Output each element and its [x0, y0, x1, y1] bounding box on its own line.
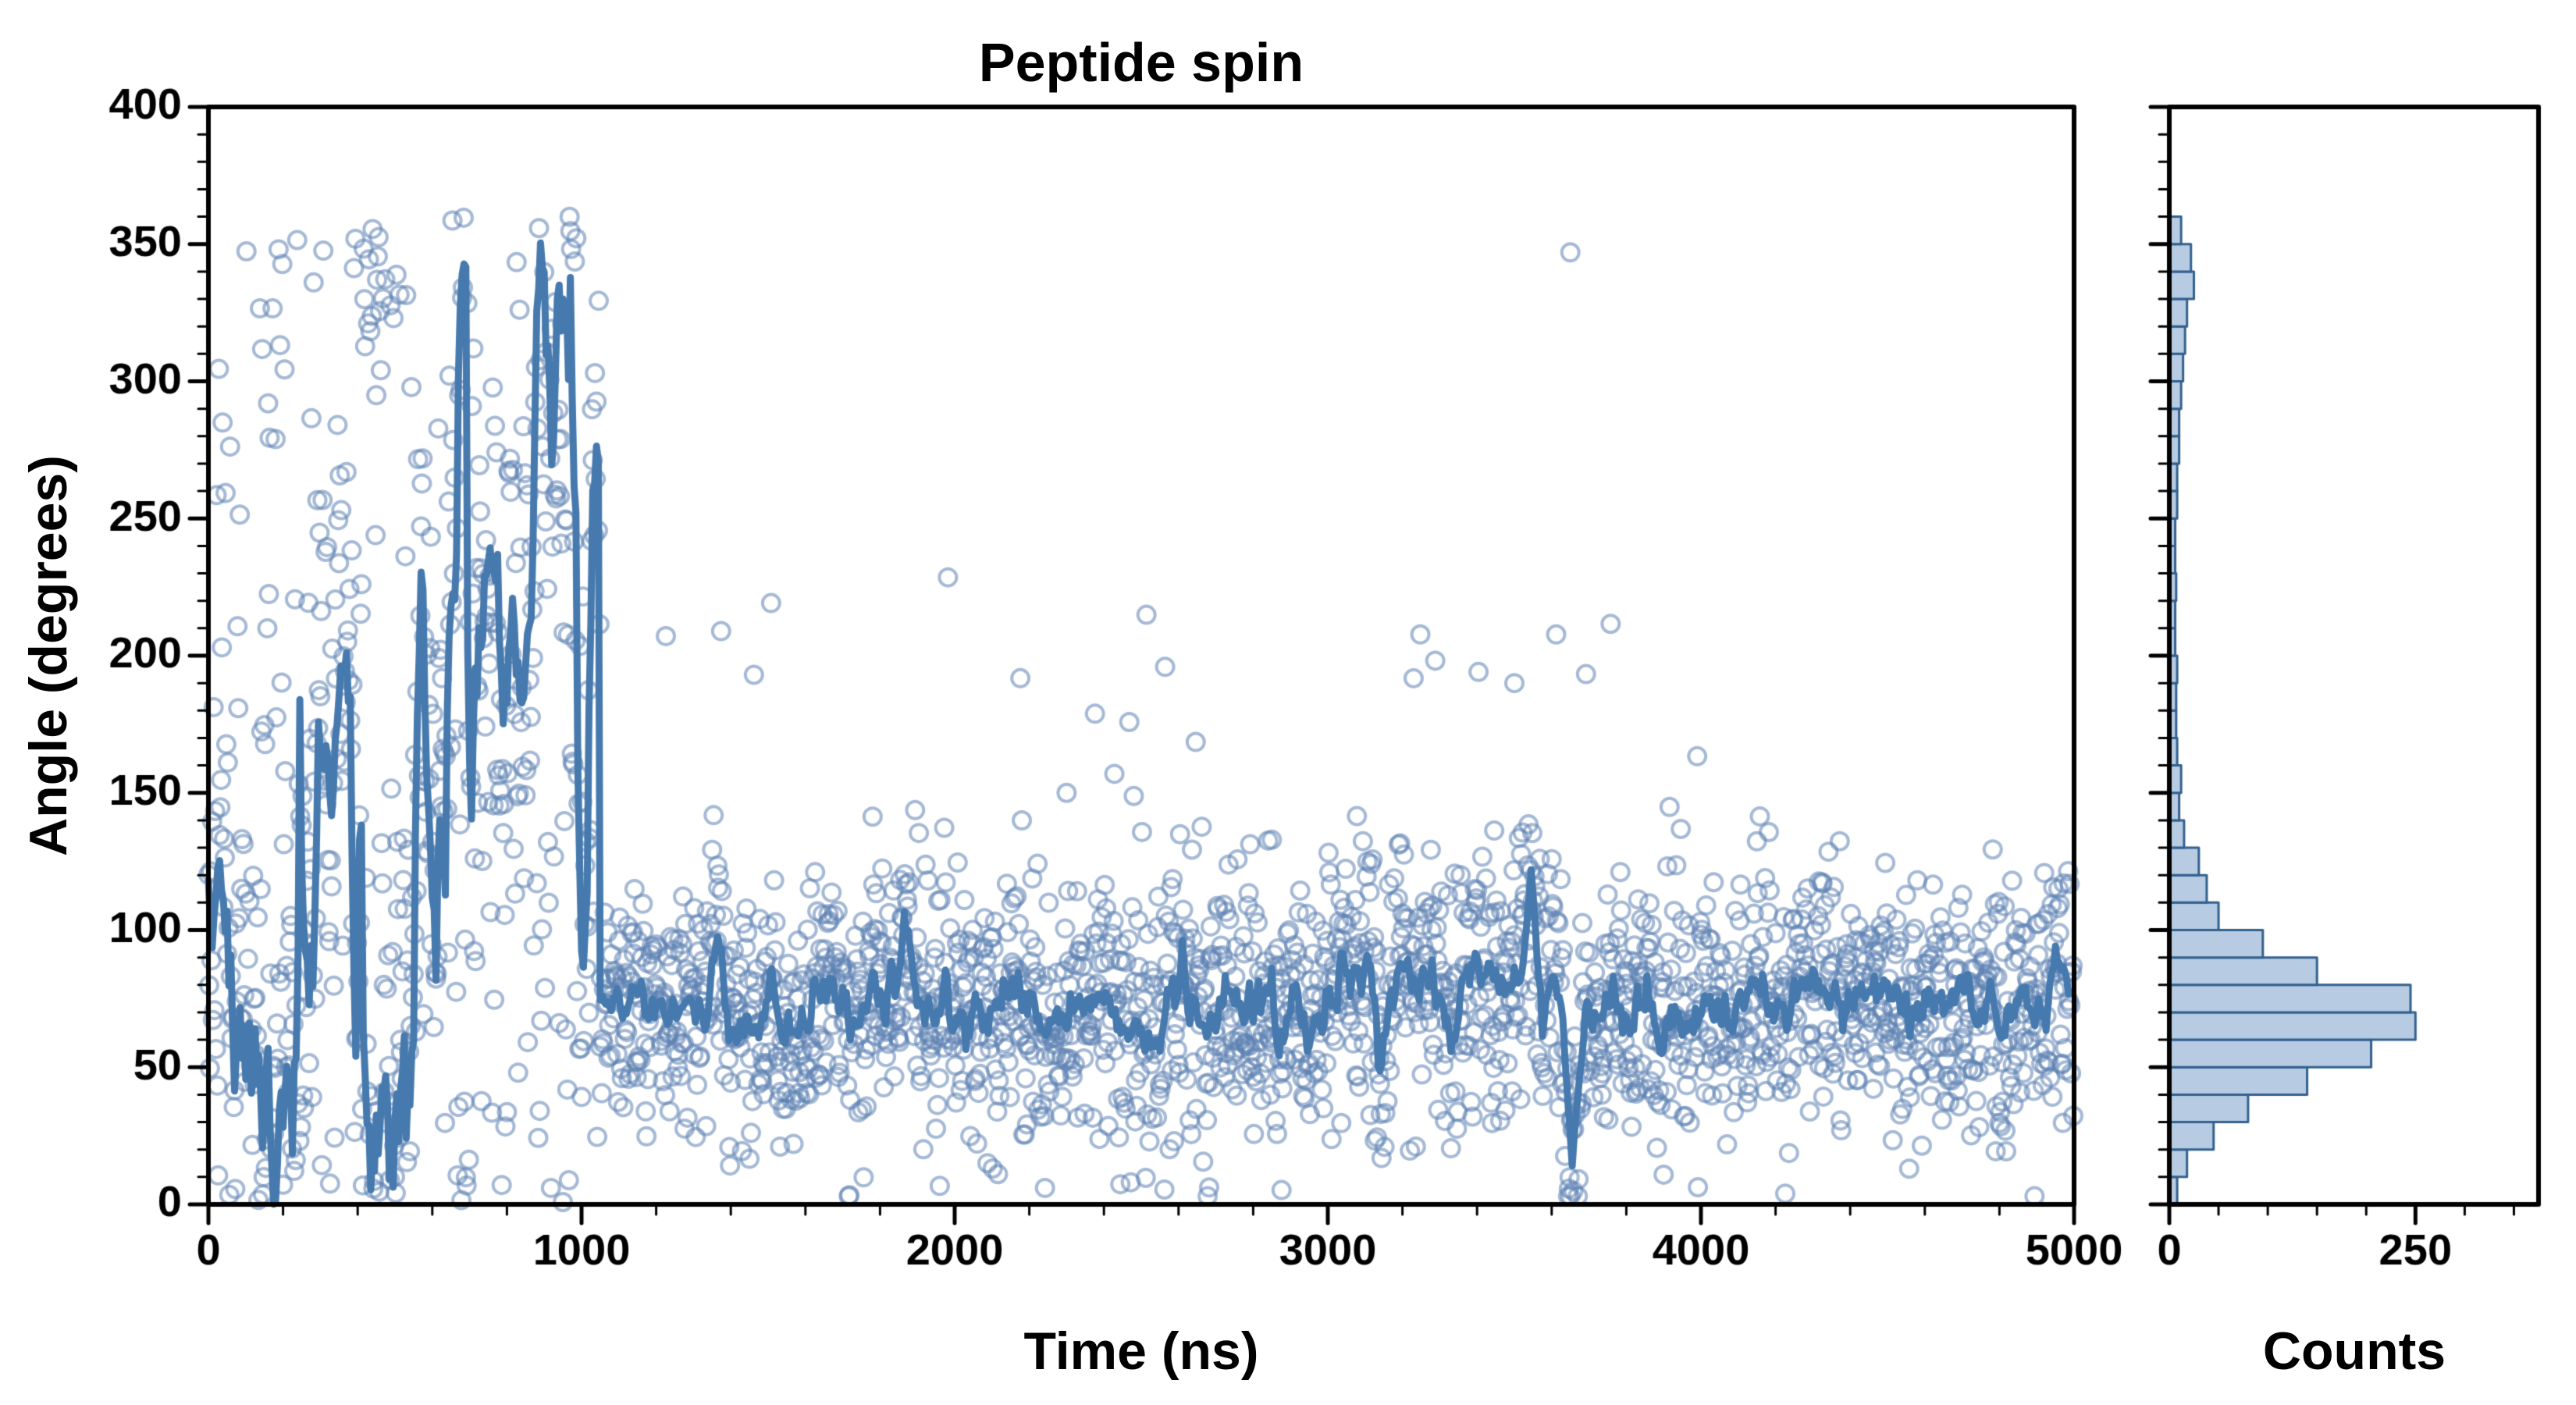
chart-title: Peptide spin: [978, 32, 1304, 93]
counts-axis-label: Counts: [2262, 1321, 2446, 1381]
y-axis-label: Angle (degrees): [19, 455, 78, 856]
x-axis-label: Time (ns): [1023, 1321, 1259, 1381]
